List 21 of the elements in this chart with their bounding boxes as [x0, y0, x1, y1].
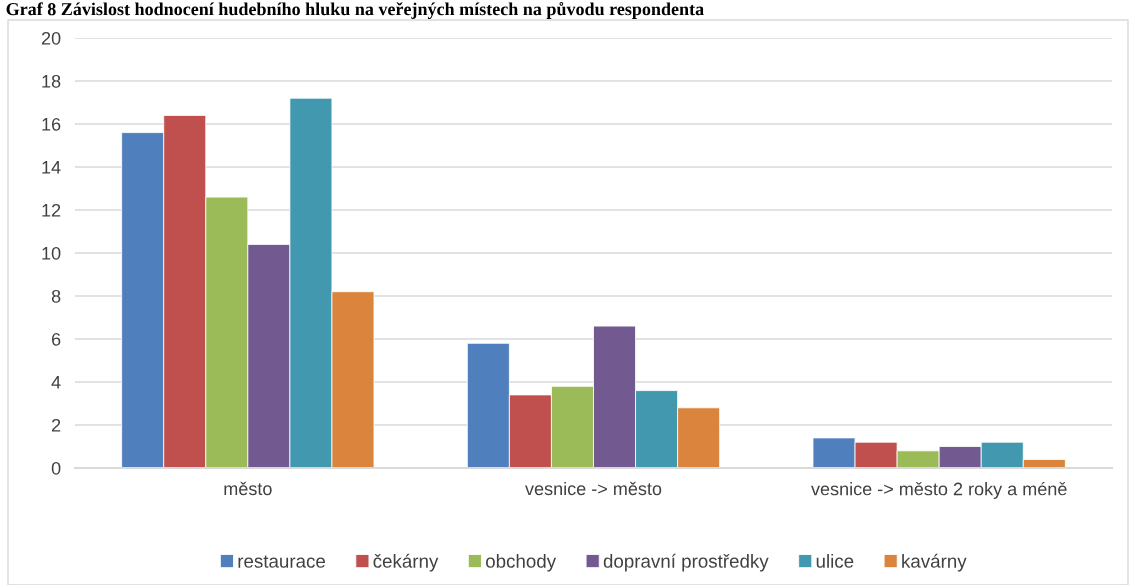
y-tick-label: 8	[51, 289, 61, 303]
legend-label: obchody	[486, 554, 557, 572]
y-tick-label: 0	[51, 461, 61, 475]
y-tick-label: 10	[42, 246, 61, 260]
x-tick-label: vesnice -> město 2 roky a méně	[811, 481, 1067, 499]
chart-title: Graf 8 Závislost hodnocení hudebního hluku na veřejných místech na původu respondenta	[6, 2, 704, 19]
y-tick-label: 6	[51, 332, 61, 346]
legend-label: kavárny	[902, 553, 967, 572]
legend-label: dopravní prostředky	[603, 553, 769, 572]
y-tick-label: 16	[42, 117, 61, 131]
y-tick-label: 2	[51, 418, 61, 432]
y-tick-label: 14	[42, 161, 61, 174]
legend-label: ulice	[816, 554, 854, 568]
x-tick-label: město	[224, 481, 272, 496]
y-tick-label: 12	[42, 203, 61, 217]
legend-label: restaurace	[238, 555, 325, 568]
y-tick-label: 4	[51, 376, 61, 389]
x-tick-label: vesnice -> město	[525, 481, 662, 496]
y-tick-label: 18	[42, 74, 61, 88]
y-tick-label: 20	[41, 31, 61, 45]
legend-label: čekárny	[373, 553, 439, 572]
